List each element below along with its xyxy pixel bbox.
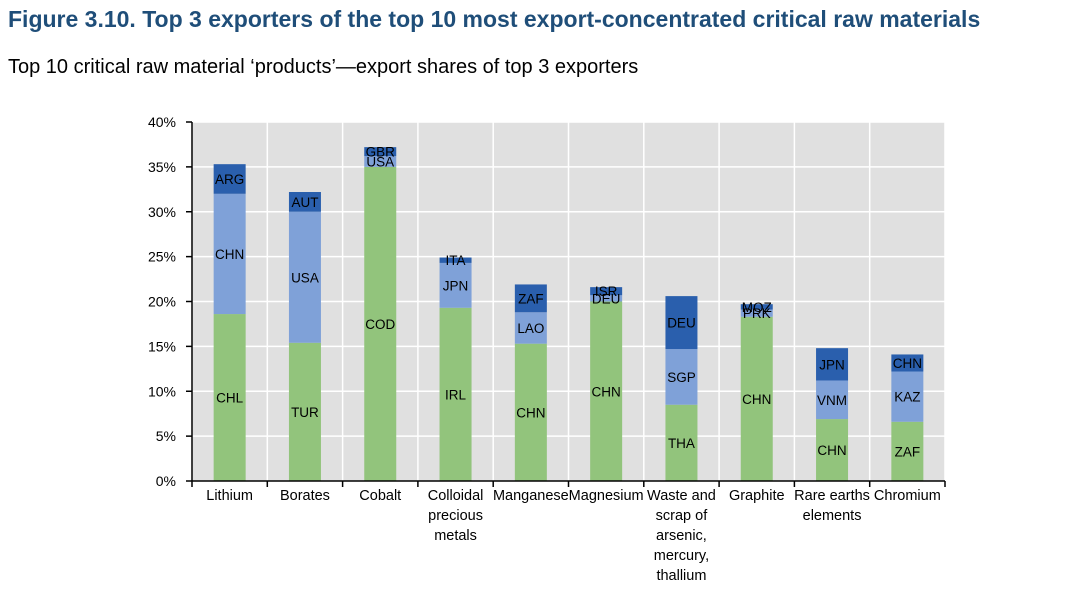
bar-segment — [891, 421, 924, 481]
x-tick-label: Chromium — [874, 488, 941, 504]
bar-segment — [740, 316, 773, 481]
segment-label: MOZ — [742, 300, 772, 315]
x-tick-label: Waste and scrap of arsenic, mercury, thalliu… — [647, 488, 716, 584]
segment-label: PRK — [743, 306, 771, 321]
y-tick-label: 5% — [156, 428, 176, 444]
segment-label: USA — [366, 154, 394, 169]
segment-label: SGP — [667, 370, 696, 385]
x-tick-label: Manganese — [493, 488, 569, 504]
figure-subtitle: Top 10 critical raw material ‘products’—… — [8, 56, 639, 78]
bar-segment — [213, 193, 246, 315]
bar-segment — [439, 307, 472, 481]
y-tick-label: 0% — [156, 473, 176, 489]
segment-label: USA — [291, 270, 319, 285]
x-tick-label: Rare earths elements — [794, 488, 870, 524]
segment-label: CHN — [893, 356, 922, 371]
bar-segment — [665, 404, 698, 481]
bar-segment — [590, 295, 623, 302]
bar-segment — [891, 371, 924, 422]
bar-segment — [514, 312, 547, 344]
bar-segment — [740, 309, 773, 317]
segment-label: CHN — [742, 392, 771, 407]
x-tick-label: Borates — [280, 488, 330, 504]
bar-segment — [213, 164, 246, 194]
bar-segment — [665, 296, 698, 350]
segment-label: ZAF — [518, 291, 544, 306]
y-tick-label: 40% — [148, 114, 176, 130]
x-tick-label: Cobalt — [359, 488, 401, 504]
segment-label: ISR — [595, 284, 618, 299]
segment-label: JPN — [819, 357, 845, 372]
bar-segment — [439, 262, 472, 308]
segment-label: TUR — [291, 405, 319, 420]
segment-label: ITA — [446, 253, 466, 268]
x-tick-label: Colloidal precious metals — [428, 488, 484, 544]
bar-segment — [439, 257, 472, 263]
x-tick-label: Magnesium — [569, 488, 644, 504]
segment-label: VNM — [817, 393, 847, 408]
segment-label: IRL — [445, 387, 467, 402]
bar-segment — [364, 156, 397, 167]
segment-label: COD — [365, 317, 395, 332]
bar-segment — [288, 342, 321, 481]
y-tick-label: 35% — [148, 159, 176, 175]
segment-label: ARG — [215, 172, 244, 187]
bar-segment — [514, 284, 547, 313]
segment-labels: CHLCHNARGTURUSAAUTCODUSAGBRIRLJPNITACHNL… — [215, 145, 922, 460]
bar-segment — [590, 301, 623, 481]
x-tick-label: Graphite — [729, 488, 785, 504]
segment-label: LAO — [517, 321, 544, 336]
segment-label: GBR — [366, 145, 396, 160]
y-tick-label: 20% — [148, 294, 176, 310]
bar-segment — [891, 354, 924, 372]
segment-label: CHN — [516, 405, 545, 420]
y-tick-label: 10% — [148, 383, 176, 399]
bar-segment — [816, 348, 849, 381]
segment-label: THA — [668, 436, 695, 451]
y-tick-label: 25% — [148, 249, 176, 265]
y-axis-ticks: 0% 5% 10% 15% 20% 25% 30% 35% 40% — [148, 114, 176, 489]
bar-segment — [590, 287, 623, 296]
bar-segment — [288, 192, 321, 212]
segment-label: CHN — [592, 384, 621, 399]
x-tick-label: Lithium — [206, 488, 253, 504]
segment-label: CHL — [216, 391, 243, 406]
axes — [186, 121, 946, 487]
bar-segment — [213, 314, 246, 481]
bar-segment — [740, 304, 773, 310]
segment-label: CHN — [215, 247, 244, 262]
segment-label: JPN — [443, 278, 469, 293]
segment-label: CHN — [817, 443, 846, 458]
bar-segment — [364, 147, 397, 157]
segment-label: DEU — [667, 316, 696, 331]
segment-label: AUT — [291, 195, 318, 210]
figure-title: Figure 3.10. Top 3 exporters of the top … — [8, 6, 981, 32]
bar-segment — [816, 419, 849, 481]
x-axis-labels: Lithium Borates Cobalt Colloidal precious met… — [206, 488, 941, 584]
bar-segment — [364, 166, 397, 481]
segment-label: DEU — [592, 291, 621, 306]
bar-segment — [514, 343, 547, 481]
bar-segment — [816, 380, 849, 420]
bar-segment — [288, 211, 321, 343]
bars — [213, 147, 924, 481]
segment-label: KAZ — [894, 390, 920, 405]
bar-segment — [665, 349, 698, 405]
y-tick-label: 15% — [148, 338, 176, 354]
y-tick-label: 30% — [148, 204, 176, 220]
segment-label: ZAF — [895, 444, 921, 459]
